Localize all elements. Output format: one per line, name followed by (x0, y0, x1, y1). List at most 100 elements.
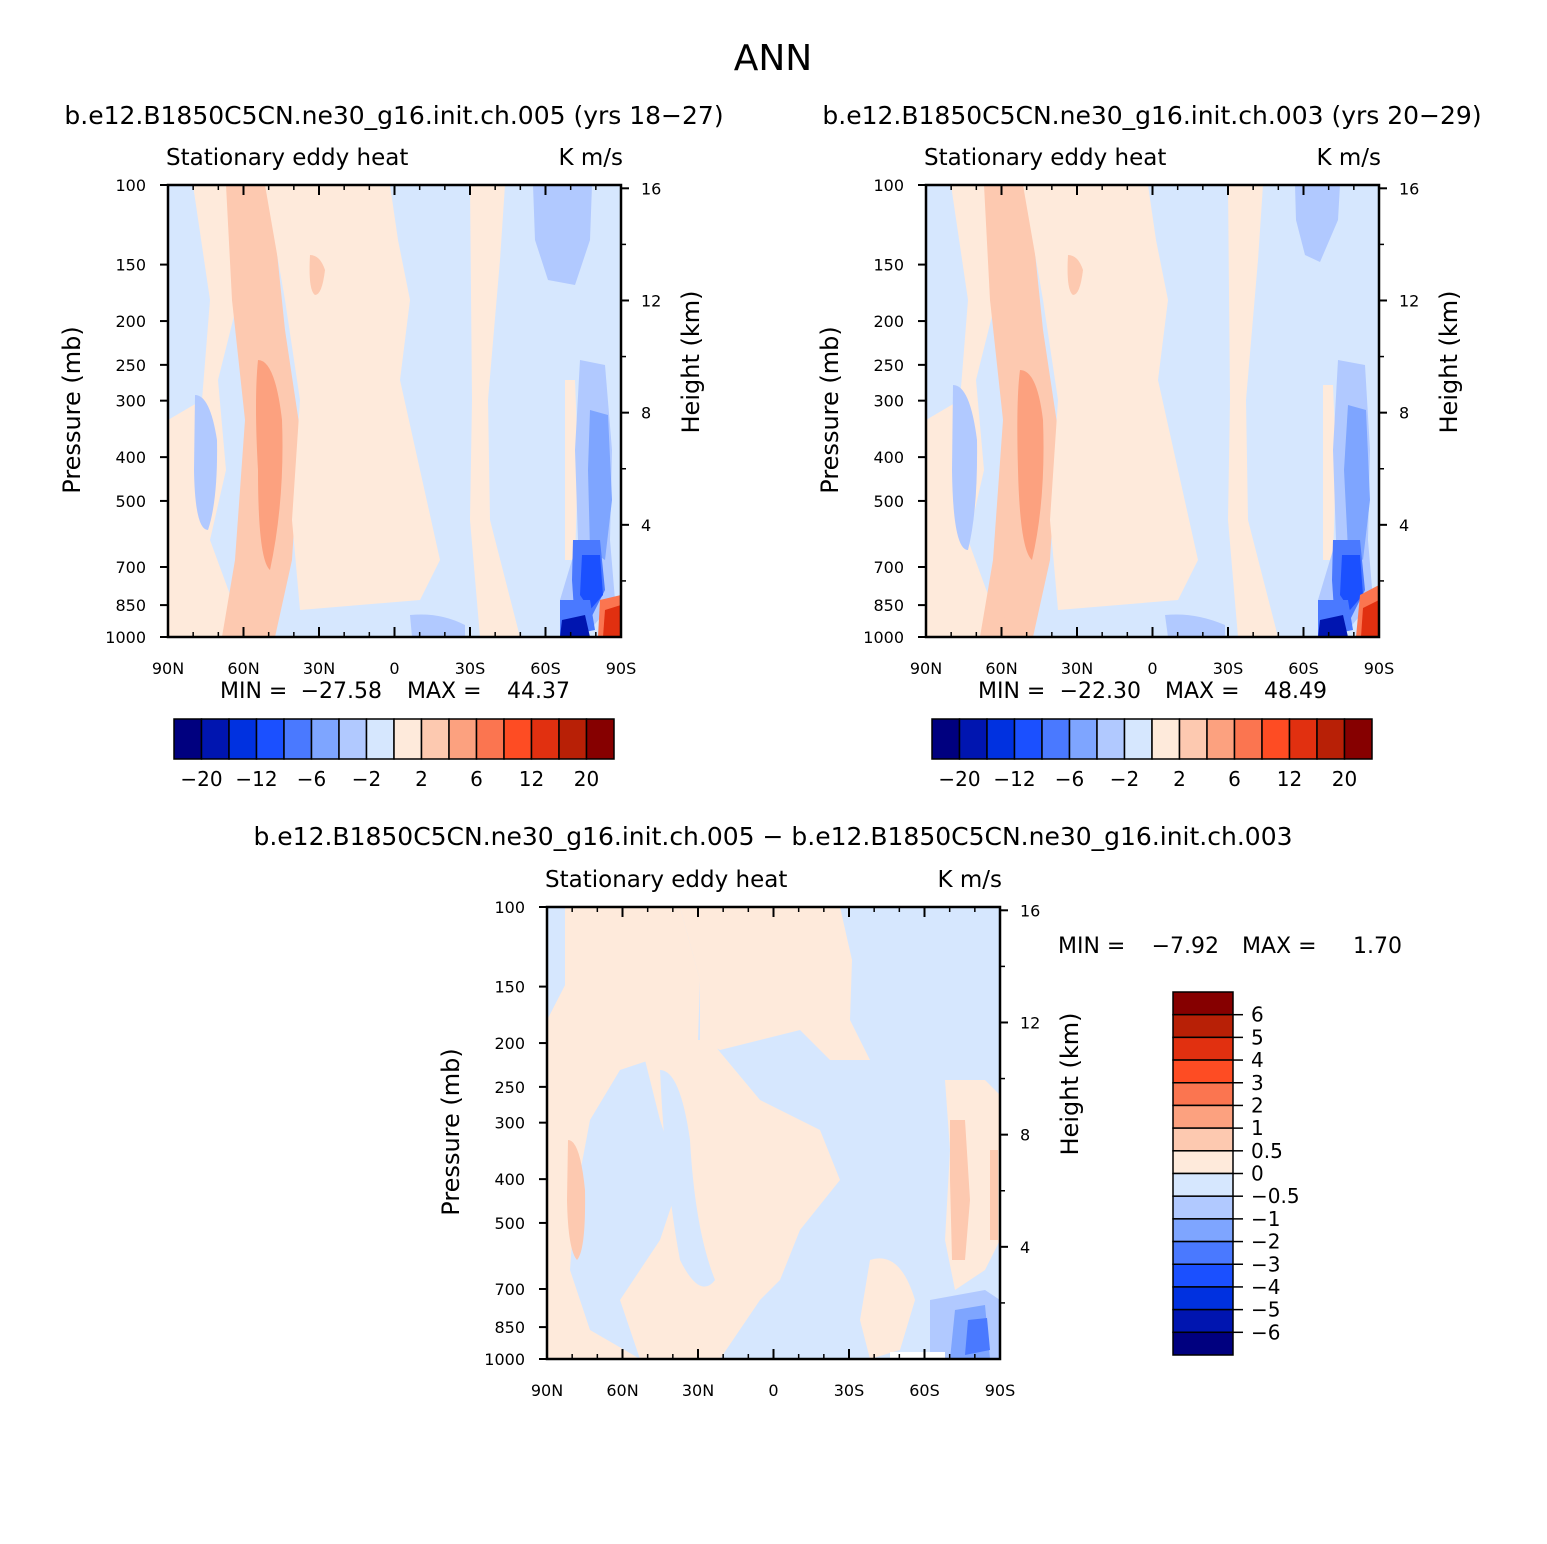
y-tick-label: 100 (873, 176, 904, 195)
x-tick-label: 90S (1364, 659, 1395, 678)
colorbar-label: 2 (1251, 1093, 1264, 1117)
colorbar-label: −6 (297, 767, 326, 791)
colorbar-box (1316, 718, 1346, 760)
y2-tick-label: 8 (1020, 1126, 1030, 1145)
x-tick-label: 90N (531, 1381, 563, 1400)
y2-tick-label: 12 (1020, 1013, 1040, 1032)
y-tick-label: 200 (494, 1034, 525, 1053)
y2-axis-title: Height (km) (1435, 291, 1463, 434)
colorbar-box (420, 718, 450, 760)
panel-b-contour-field (926, 185, 1379, 637)
y2-axis-title: Height (km) (1056, 1013, 1084, 1156)
panel-c-left-title: Stationary eddy heat (545, 867, 787, 893)
x-tick-label: 0 (768, 1381, 778, 1400)
colorbar-box (310, 718, 340, 760)
colorbar-box (1172, 991, 1234, 1016)
colorbar-box (1172, 1195, 1234, 1220)
colorbar-box (1172, 1331, 1234, 1356)
colorbar-label: −20 (180, 767, 222, 791)
colorbar-box (393, 718, 423, 760)
panel-c-max-label: MAX = (1242, 934, 1317, 959)
y-axis-title: Pressure (mb) (816, 326, 844, 493)
y-tick-label: 850 (873, 596, 904, 615)
y-tick-label: 500 (115, 492, 146, 511)
colorbar-box (1096, 718, 1126, 760)
panel-b-left-title: Stationary eddy heat (924, 145, 1166, 171)
x-tick-label: 90S (606, 659, 637, 678)
panel-a-axes: 90N 60N 30N 0 30S 60S 90S 100 150 200 250 300 400 500… (58, 176, 705, 678)
colorbar-label: −20 (938, 767, 980, 791)
y2-tick-label: 4 (1020, 1238, 1030, 1257)
colorbar-label: 3 (1251, 1071, 1264, 1095)
panel-c-contour-field (547, 907, 1000, 1359)
colorbar-box (1288, 718, 1318, 760)
panel-b-min-label: MIN = (978, 679, 1045, 704)
y2-axis-title: Height (km) (677, 291, 705, 434)
panel-b-case-title: b.e12.B1850C5CN.ne30_g16.init.ch.003 (yr… (822, 101, 1481, 130)
colorbar-box (1172, 1082, 1234, 1107)
panel-a-min-label: MIN = (220, 679, 287, 704)
colorbar-box (338, 718, 368, 760)
y-tick-label: 150 (115, 256, 146, 275)
panel-b-axes: 90N 60N 30N 0 30S 60S 90S 100 150 200 250 300 400 500… (816, 176, 1463, 678)
colorbar-box (200, 718, 230, 760)
colorbar-box (1151, 718, 1181, 760)
colorbar-box (503, 718, 533, 760)
colorbar-box (1172, 1172, 1234, 1197)
y-tick-label: 500 (873, 492, 904, 511)
x-tick-label: 90S (985, 1381, 1016, 1400)
colorbar-label: 0.5 (1251, 1139, 1283, 1163)
y-tick-label: 700 (494, 1280, 525, 1299)
colorbar-label: −1 (1251, 1207, 1280, 1231)
y-tick-label: 1000 (863, 628, 904, 647)
panel-case-b: b.e12.B1850C5CN.ne30_g16.init.ch.003 (yr… (816, 101, 1482, 791)
colorbar-box (1172, 1059, 1234, 1084)
colorbar-box (1206, 718, 1236, 760)
y-tick-label: 700 (873, 558, 904, 577)
colorbar-box (1172, 1013, 1234, 1039)
colorbar-label: 0 (1251, 1162, 1264, 1186)
panel-a-max-value: 44.37 (507, 679, 570, 704)
panel-a-case-title: b.e12.B1850C5CN.ne30_g16.init.ch.005 (yr… (64, 101, 723, 130)
colorbar-box (558, 718, 588, 760)
panel-a-max-label: MAX = (407, 679, 482, 704)
y-tick-label: 100 (494, 898, 525, 917)
colorbar-box (986, 718, 1016, 760)
colorbar-label: −12 (235, 767, 277, 791)
colorbar-label: 4 (1251, 1048, 1264, 1072)
colorbar-label: 2 (415, 767, 428, 791)
colorbar-box (228, 718, 258, 760)
colorbar-box (1172, 1036, 1234, 1061)
colorbar-box (931, 718, 961, 760)
colorbar-label: 12 (519, 767, 544, 791)
x-tick-label: 30S (455, 659, 486, 678)
panel-a-colorbar: −20 −12 −6 −2 2 6 12 20 (173, 718, 615, 791)
panel-c-min-label: MIN = (1058, 934, 1125, 959)
y-tick-label: 200 (115, 312, 146, 331)
y-tick-label: 1000 (105, 628, 146, 647)
y2-tick-label: 4 (1399, 516, 1409, 535)
y-tick-label: 850 (494, 1318, 525, 1337)
y2-tick-label: 4 (641, 516, 651, 535)
y2-tick-label: 16 (1399, 179, 1419, 198)
colorbar-box (1172, 1104, 1234, 1129)
colorbar-label: −3 (1251, 1252, 1280, 1276)
y2-tick-label: 12 (641, 291, 661, 310)
colorbar-label: −6 (1251, 1320, 1280, 1344)
colorbar-label: 6 (1228, 767, 1241, 791)
colorbar-label: 5 (1251, 1025, 1264, 1049)
panel-c-case-title: b.e12.B1850C5CN.ne30_g16.init.ch.005 − b… (253, 822, 1292, 851)
colorbar-label: −4 (1251, 1275, 1280, 1299)
x-tick-label: 60N (227, 659, 259, 678)
colorbar-box (448, 718, 478, 760)
colorbar-box (1013, 718, 1043, 760)
colorbar-box (1172, 1240, 1234, 1265)
y-axis-title: Pressure (mb) (58, 326, 86, 493)
x-tick-label: 60S (530, 659, 561, 678)
y2-tick-label: 16 (1020, 901, 1040, 920)
panel-a-min-value: −27.58 (301, 679, 382, 704)
colorbar-box (1172, 1263, 1234, 1288)
y-tick-label: 300 (115, 392, 146, 411)
